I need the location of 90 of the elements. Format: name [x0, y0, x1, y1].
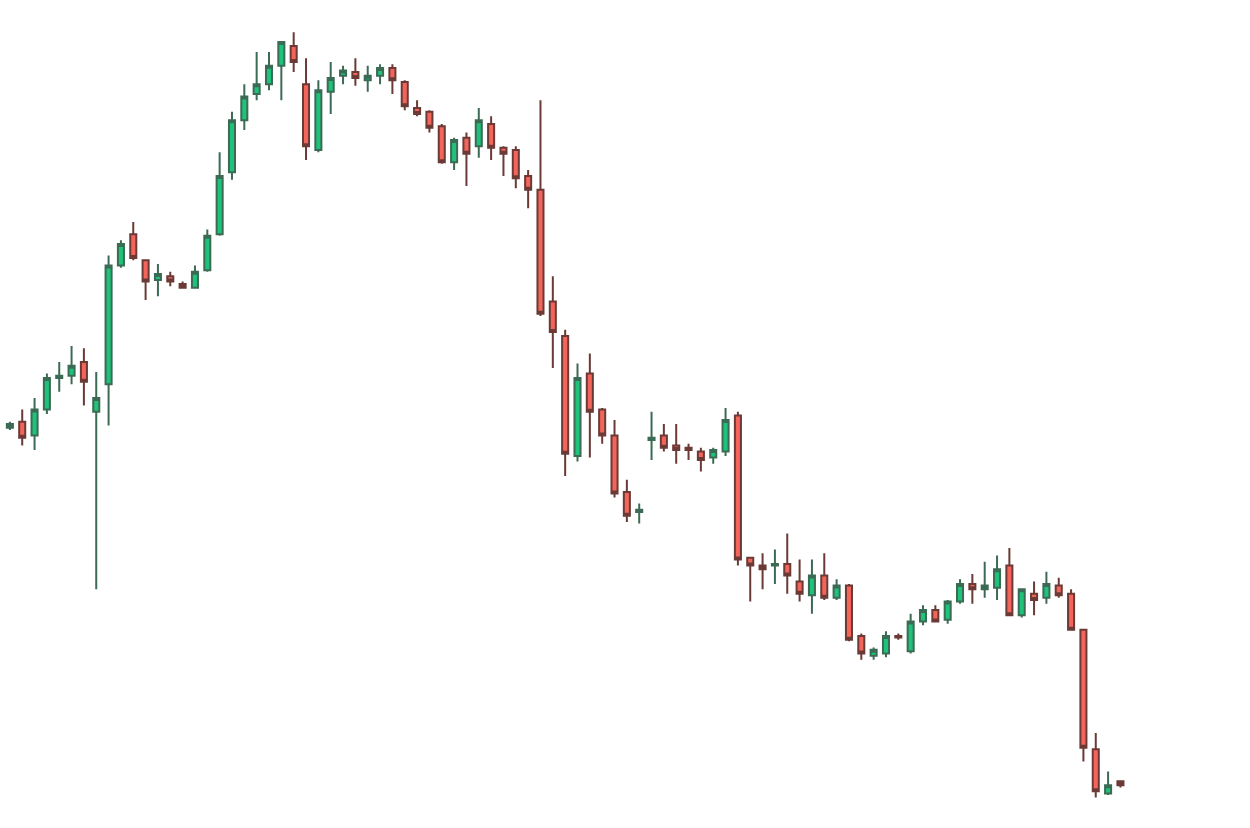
candlestick [499, 145, 508, 177]
candlestick [758, 552, 767, 591]
candlestick [672, 422, 681, 465]
candlestick [450, 136, 459, 171]
candlestick [314, 79, 323, 154]
candlestick [264, 51, 274, 92]
candlestick [215, 151, 224, 237]
candlestick [721, 406, 730, 458]
candlestick [252, 51, 261, 102]
candlestick [844, 582, 853, 643]
candlestick [203, 228, 212, 273]
candlestick [67, 344, 76, 386]
candlestick [240, 83, 249, 132]
candlestick [1042, 570, 1051, 605]
candlestick [598, 406, 607, 445]
candlestick [548, 275, 557, 370]
candlestick [943, 598, 952, 625]
candlestick [561, 328, 570, 477]
candlestick [968, 572, 977, 605]
candlestick [413, 99, 422, 118]
candlestick [474, 106, 483, 159]
candlestick [376, 63, 385, 86]
candlestick [141, 259, 150, 301]
candlestick [277, 41, 286, 102]
candlestick [511, 145, 520, 190]
candlestick [881, 630, 890, 659]
candlestick [956, 578, 965, 605]
candlestick [1017, 588, 1026, 619]
candlestick [326, 60, 335, 116]
candlestick [178, 280, 187, 289]
candlestick [807, 558, 816, 615]
candlestick [30, 396, 39, 451]
candlestick [42, 372, 51, 415]
candlestick [1091, 732, 1100, 799]
candlestick [400, 79, 409, 112]
candlestick [524, 168, 533, 210]
candlestick [487, 115, 496, 161]
candlestick [832, 578, 841, 601]
candlestick [302, 57, 311, 161]
candlestick [647, 410, 656, 461]
candlestick [931, 604, 940, 623]
candlestick [795, 558, 804, 603]
candlestick [573, 362, 582, 463]
candlestick [339, 64, 348, 86]
candlestick [190, 264, 199, 289]
candlestick [906, 612, 915, 655]
candlestick [363, 64, 372, 93]
candlestick [746, 556, 755, 603]
candlestick [536, 99, 545, 318]
candlestick [635, 502, 644, 525]
candlestick [733, 410, 742, 567]
candlestick [869, 646, 878, 661]
candlestick [585, 352, 594, 459]
candlestick [1104, 770, 1113, 797]
candlestick [622, 478, 631, 523]
candlestick [129, 220, 138, 262]
candlestick [610, 419, 619, 499]
candlestick [980, 560, 989, 599]
candlestick [55, 360, 64, 393]
candlestick [153, 263, 162, 298]
candlestick [79, 347, 88, 407]
candlestick [1067, 588, 1076, 631]
candlestick [289, 31, 298, 73]
candlestick [1054, 576, 1063, 599]
candlestick [227, 110, 236, 181]
candlestick [1005, 546, 1014, 617]
candlestick [425, 109, 434, 134]
candlestick [770, 548, 779, 585]
candlestick [993, 554, 1002, 601]
candlestick [351, 57, 360, 87]
candlestick [116, 239, 125, 269]
candlestick [18, 408, 27, 447]
candlestick [437, 122, 446, 165]
candlestick [1030, 580, 1039, 617]
candlestick [462, 131, 471, 187]
candlestick [5, 420, 14, 432]
candlestick [92, 370, 101, 591]
candlestick [104, 254, 113, 427]
candlestick [857, 632, 866, 661]
candlestick [166, 270, 175, 288]
candlestick [1079, 628, 1088, 763]
candlestick [696, 446, 705, 473]
candlestick [709, 446, 718, 465]
candlestick [1116, 780, 1125, 789]
candlestick [918, 604, 928, 627]
candlestick [684, 442, 693, 461]
candlestick [820, 552, 829, 601]
candlestick [388, 63, 397, 96]
candlestick [659, 422, 668, 453]
candlestick [783, 532, 792, 595]
